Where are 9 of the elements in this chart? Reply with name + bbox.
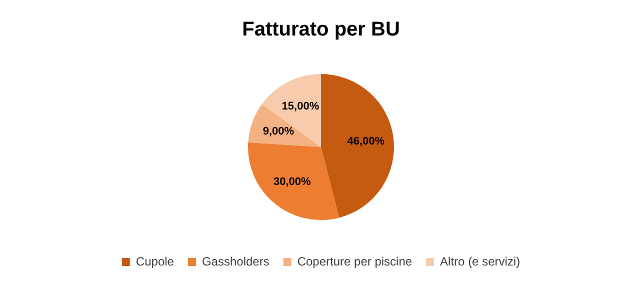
legend-label: Cupole xyxy=(136,254,174,268)
chart-title: Fatturato per BU xyxy=(242,18,400,41)
legend-label: Altro (e servizi) xyxy=(440,254,520,268)
legend-label: Gassholders xyxy=(202,254,270,268)
data-label: 9,00% xyxy=(262,126,294,138)
data-label: 46,00% xyxy=(347,135,385,148)
data-label: 15,00% xyxy=(282,100,320,113)
legend-label: Coperture per piscine xyxy=(297,254,412,268)
data-label: 30,00% xyxy=(273,176,312,188)
